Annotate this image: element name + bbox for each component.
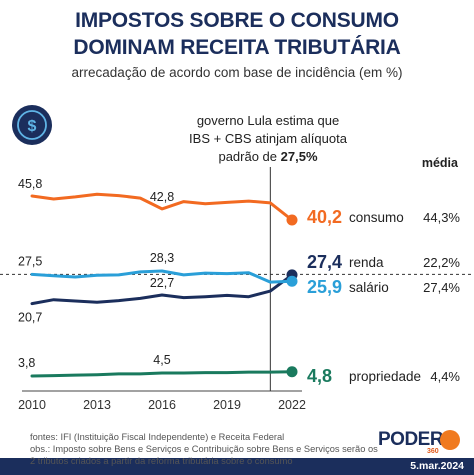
media-header: média [422,156,459,170]
annotation-line2: IBS + CBS atinjam alíquota [189,131,348,146]
annotation-line3-prefix: padrão de [218,149,280,164]
data-label-end: 4,8 [307,366,332,386]
average-label: 22,2% [423,255,460,270]
chart-subtitle: arrecadação de acordo com base de incidê… [71,65,403,80]
annotation-line1: governo Lula estima que [197,113,339,128]
average-label: 44,3% [423,210,460,225]
source-line3: 2 tributos criados a partir da reforma t… [30,456,293,466]
x-tick-label: 2013 [83,398,111,412]
x-tick-label: 2016 [148,398,176,412]
series-line-propriedade [30,370,294,378]
series-line-consumo [30,192,294,222]
brand-logo-suffix: 360 [427,448,439,455]
chart-title-line2: DOMINAM RECEITA TRIBUTÁRIA [73,36,401,59]
series-name-label: salário [349,280,389,295]
average-label: 27,4% [423,280,460,295]
data-label-start: 20,7 [18,311,42,325]
data-label-mid: 42,8 [150,190,174,204]
annotation: governo Lula estima que IBS + CBS atinja… [189,113,348,164]
end-point-consumo [286,214,298,226]
money-icon: $ [12,105,52,145]
source-line1: fontes: IFI (Instituição Fiscal Independ… [30,432,285,442]
publish-date: 5.mar.2024 [410,460,464,472]
source-line2: obs.: Imposto sobre Bens e Serviços e Co… [30,444,378,454]
footer-bar: 5.mar.2024 [0,458,474,475]
data-label-end: 25,9 [307,277,342,297]
data-label-end: 40,2 [307,207,342,227]
series-name-label: consumo [349,210,404,225]
data-label-end: 27,4 [307,252,342,272]
data-label-mid: 4,5 [153,353,170,367]
brand-logo-mark [440,430,460,450]
svg-text:$: $ [28,118,37,135]
data-label-start: 3,8 [18,356,35,370]
chart-title-line1: IMPOSTOS SOBRE O CONSUMO [75,9,399,32]
average-label: 4,4% [430,369,460,384]
data-label-start: 27,5 [18,254,42,268]
end-point-propriedade [286,366,298,378]
x-tick-label: 2022 [278,398,306,412]
x-tick-label: 2010 [18,398,46,412]
series-name-label: renda [349,255,384,270]
series-line-salário [30,269,294,284]
data-label-mid: 22,7 [150,276,174,290]
svg-text:padrão de 27,5%: padrão de 27,5% [218,149,317,164]
series-line-renda [30,273,294,306]
brand-logo: PODER [378,429,444,450]
data-label-start: 45,8 [18,177,42,191]
annotation-value: 27,5% [281,149,318,164]
x-tick-label: 2019 [213,398,241,412]
series-name-label: propriedade [349,369,421,384]
end-point-salário [286,275,298,287]
data-label-mid: 28,3 [150,251,174,265]
